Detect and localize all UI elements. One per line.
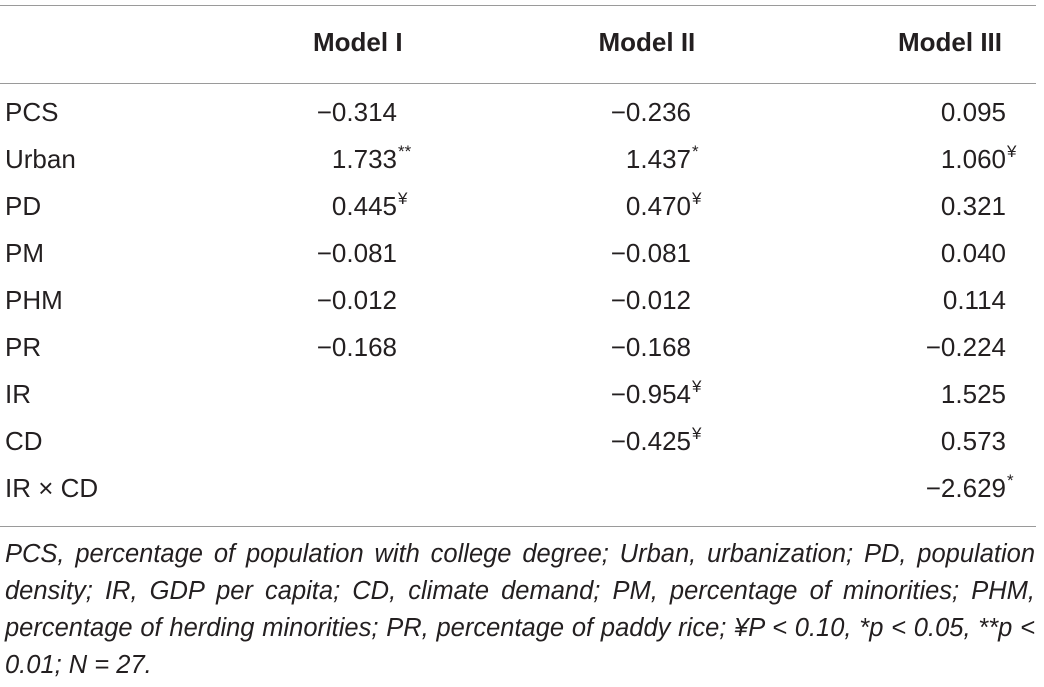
header-rule [0,83,1036,84]
row-label: IR × CD [5,473,99,503]
cell-value: 1.060 [940,144,1006,174]
row-label: IR [5,379,31,409]
cell-value: −0.081 [610,238,691,268]
column-header: Model I [313,27,403,57]
cell-value: 1.525 [940,379,1006,409]
cell-value: 0.573 [940,426,1006,456]
row-label: CD [5,426,43,456]
cell-value: −0.425 [610,426,691,456]
significance-mark: ¥ [692,189,702,208]
top-rule [0,5,1036,6]
cell-value: 1.733 [331,144,397,174]
cell-value: −0.081 [316,238,397,268]
cell-value: −0.168 [610,332,691,362]
row-label: PD [5,191,42,221]
cell-value: −0.012 [610,285,691,315]
row-label: PCS [5,97,59,127]
cell-value: 0.114 [942,285,1006,315]
cell-value: −0.954 [610,379,691,409]
significance-mark: ¥ [692,424,702,443]
significance-mark: * [1007,471,1014,490]
cell-value: −0.314 [316,97,397,127]
footnote: PCS, percentage of population with colle… [5,540,1035,679]
cell-value: −0.224 [925,332,1006,362]
cell-value: 0.470 [625,191,691,221]
column-header: Model II [598,27,696,57]
cell-value: 0.445 [331,191,397,221]
significance-mark: * [692,142,699,161]
cell-value: −0.168 [316,332,397,362]
cell-value: 0.095 [940,97,1006,127]
significance-mark: ¥ [1007,142,1017,161]
row-label: Urban [5,144,76,174]
significance-mark: ** [398,142,412,161]
cell-value: 1.437 [625,144,691,174]
cell-value: −2.629 [925,473,1006,503]
row-label: PHM [5,285,63,315]
cell-value: −0.012 [316,285,397,315]
cell-value: 0.321 [940,191,1006,221]
row-label: PM [5,238,44,268]
cell-value: −0.236 [610,97,691,127]
cell-value: 0.040 [940,238,1006,268]
bottom-rule [0,526,1036,527]
significance-mark: ¥ [692,377,702,396]
column-header: Model III [898,27,1002,57]
row-label: PR [5,332,42,362]
significance-mark: ¥ [398,189,408,208]
